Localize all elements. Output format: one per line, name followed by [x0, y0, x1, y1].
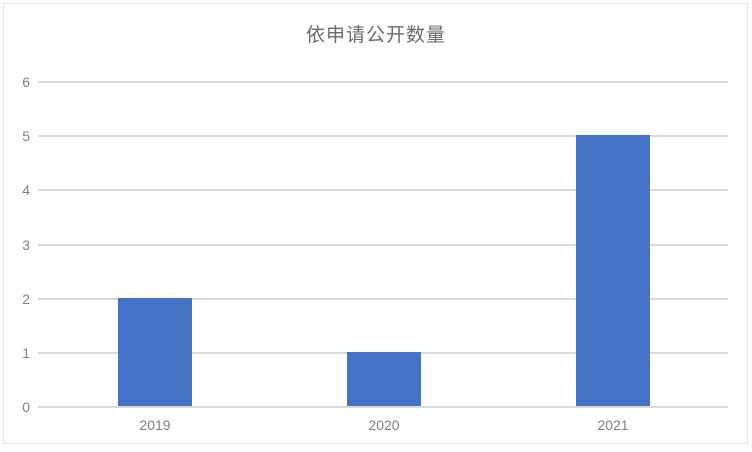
gridline-6	[38, 81, 728, 83]
x-tick-label-2021: 2021	[597, 417, 629, 433]
y-tick-label-4: 4	[22, 182, 30, 199]
plot-area	[38, 81, 728, 408]
y-tick-label-5: 5	[22, 128, 30, 145]
bar-2020[interactable]	[347, 351, 421, 406]
x-tick-label-2019: 2019	[139, 417, 171, 433]
x-tick-label-2020: 2020	[368, 417, 400, 433]
y-tick-label-0: 0	[22, 399, 30, 415]
gridline-3	[38, 243, 728, 246]
y-tick-label-1: 1	[22, 344, 30, 361]
bar-2019[interactable]	[118, 297, 192, 406]
y-tick-label-6: 6	[22, 74, 30, 90]
y-tick-label-3: 3	[22, 236, 30, 253]
gridline-2	[38, 297, 728, 300]
chart-title: 依申请公开数量	[305, 25, 446, 46]
bar-2021[interactable]	[576, 135, 650, 406]
gridline-5	[38, 135, 728, 138]
y-axis: 6 5 4 3 2 1 0	[0, 75, 30, 414]
gridline-4	[38, 189, 728, 192]
gridline-0-axis-line	[38, 406, 728, 408]
y-tick-label-2: 2	[22, 290, 30, 307]
